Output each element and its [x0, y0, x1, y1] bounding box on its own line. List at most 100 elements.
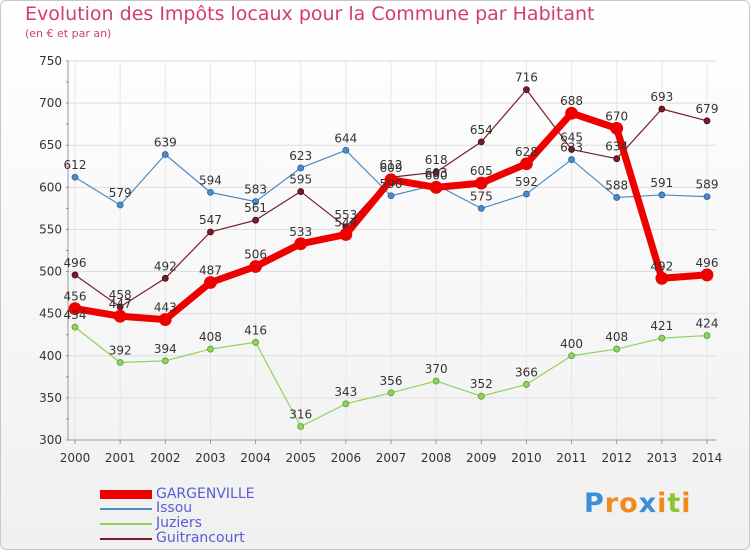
y-tick-label-350: 350: [39, 391, 62, 405]
data-point-guitrancourt-2010: [523, 86, 530, 94]
data-label-issou-2001: 579: [109, 186, 132, 200]
logo-letter: r: [604, 488, 620, 519]
data-point-issou-2010: [523, 190, 530, 198]
legend-swatch-issou: [100, 508, 152, 510]
data-label-juziers-2013: 421: [650, 319, 673, 333]
legend-label-issou: Issou: [156, 500, 193, 516]
x-tick-label-2007: 2007: [376, 451, 407, 465]
data-label-gargenville-2004: 506: [244, 248, 267, 262]
logo-letter: o: [619, 488, 639, 519]
y-tick-label-300: 300: [39, 433, 62, 447]
data-label-guitrancourt-2009: 654: [470, 123, 493, 137]
data-label-gargenville-2007: 609: [380, 161, 403, 175]
data-point-juziers-2005: [297, 423, 305, 430]
data-point-guitrancourt-2008: [432, 168, 440, 176]
x-tick-label-2000: 2000: [60, 451, 91, 465]
data-label-juziers-2012: 408: [605, 330, 628, 344]
y-tick-label-550: 550: [39, 222, 62, 236]
legend-label-guitrancourt: Guitrancourt: [156, 530, 245, 546]
x-tick-label-2008: 2008: [421, 451, 452, 465]
data-point-juziers-2004: [252, 338, 259, 346]
data-label-juziers-2003: 408: [199, 330, 222, 344]
data-point-juziers-2011: [568, 352, 575, 360]
data-label-juziers-2006: 343: [334, 385, 357, 399]
x-tick-label-2003: 2003: [195, 451, 226, 465]
x-tick-label-2006: 2006: [331, 451, 362, 465]
data-point-gargenville-2011: [565, 106, 578, 120]
data-label-guitrancourt-2001: 458: [109, 288, 132, 302]
data-label-guitrancourt-2002: 492: [154, 259, 177, 273]
data-point-gargenville-2012: [610, 121, 624, 135]
data-label-guitrancourt-2010: 716: [515, 71, 538, 85]
data-label-juziers-2010: 366: [515, 365, 538, 379]
logo-letter: t: [667, 488, 682, 519]
data-label-issou-2006: 644: [334, 131, 357, 145]
data-point-gargenville-2006: [339, 228, 353, 241]
data-point-gargenville-2010: [520, 157, 533, 171]
data-label-juziers-2002: 394: [154, 342, 177, 356]
legend-label-juziers: Juziers: [156, 515, 202, 531]
data-point-guitrancourt-2012: [613, 155, 621, 163]
data-point-guitrancourt-2003: [207, 228, 214, 236]
data-label-issou-2000: 612: [64, 158, 87, 172]
data-point-issou-2014: [703, 193, 711, 200]
data-label-issou-2012: 588: [605, 178, 628, 192]
data-label-gargenville-2009: 605: [470, 164, 493, 178]
data-label-juziers-2000: 434: [64, 308, 87, 322]
data-point-issou-2000: [71, 173, 79, 181]
legend-label-gargenville: GARGENVILLE: [156, 486, 255, 502]
data-point-guitrancourt-2000: [71, 271, 79, 279]
x-tick-label-2001: 2001: [105, 451, 136, 465]
data-label-issou-2005: 623: [289, 149, 312, 163]
x-tick-label-2012: 2012: [601, 451, 632, 465]
data-label-juziers-2014: 424: [696, 317, 719, 331]
data-point-issou-2012: [613, 194, 621, 201]
data-point-gargenville-2009: [474, 176, 488, 190]
data-label-issou-2008: 603: [425, 166, 448, 180]
legend-swatch-gargenville: [100, 490, 152, 499]
x-tick-label-2011: 2011: [556, 451, 587, 465]
y-tick-label-700: 700: [39, 96, 62, 110]
y-tick-label-500: 500: [39, 265, 62, 279]
data-point-juziers-2002: [161, 357, 169, 365]
data-point-gargenville-2002: [158, 313, 172, 326]
data-point-gargenville-2014: [700, 268, 714, 282]
x-tick-label-2013: 2013: [647, 451, 678, 465]
data-label-gargenville-2000: 456: [64, 290, 87, 304]
data-point-issou-2007: [387, 192, 395, 200]
data-point-issou-2011: [568, 156, 575, 163]
proxiti-logo: Proxiti: [584, 488, 692, 519]
data-point-juziers-2013: [658, 334, 666, 342]
data-point-issou-2003: [207, 188, 214, 196]
x-tick-label-2005: 2005: [285, 451, 316, 465]
data-label-juziers-2004: 416: [244, 323, 267, 337]
chart-title: Evolution des Impôts locaux pour la Comm…: [25, 3, 595, 25]
data-label-gargenville-2001: 447: [109, 297, 132, 311]
y-tick-label-750: 750: [39, 54, 62, 68]
data-label-issou-2013: 591: [650, 176, 673, 190]
data-label-juziers-2008: 370: [425, 362, 448, 376]
data-label-guitrancourt-2011: 645: [560, 130, 583, 144]
logo-letter: P: [584, 488, 605, 519]
data-point-guitrancourt-2014: [703, 117, 711, 125]
data-point-issou-2005: [297, 164, 305, 172]
x-tick-label-2009: 2009: [466, 451, 497, 465]
data-label-juziers-2011: 400: [560, 337, 583, 351]
data-label-issou-2002: 639: [154, 135, 177, 149]
data-point-issou-2013: [658, 191, 666, 199]
data-point-guitrancourt-2004: [252, 216, 259, 224]
data-point-juziers-2009: [477, 392, 485, 400]
data-label-gargenville-2006: 544: [334, 215, 357, 229]
data-label-juziers-2009: 352: [470, 377, 493, 391]
data-label-gargenville-2010: 628: [515, 145, 538, 159]
data-point-juziers-2014: [703, 332, 711, 339]
data-point-juziers-2001: [116, 359, 124, 366]
data-label-juziers-2005: 316: [289, 408, 312, 422]
data-label-guitrancourt-2012: 634: [605, 140, 628, 154]
data-point-issou-2001: [116, 201, 124, 209]
y-tick-label-600: 600: [39, 180, 62, 194]
data-label-gargenville-2005: 533: [289, 225, 312, 239]
data-label-guitrancourt-2005: 595: [289, 173, 312, 187]
